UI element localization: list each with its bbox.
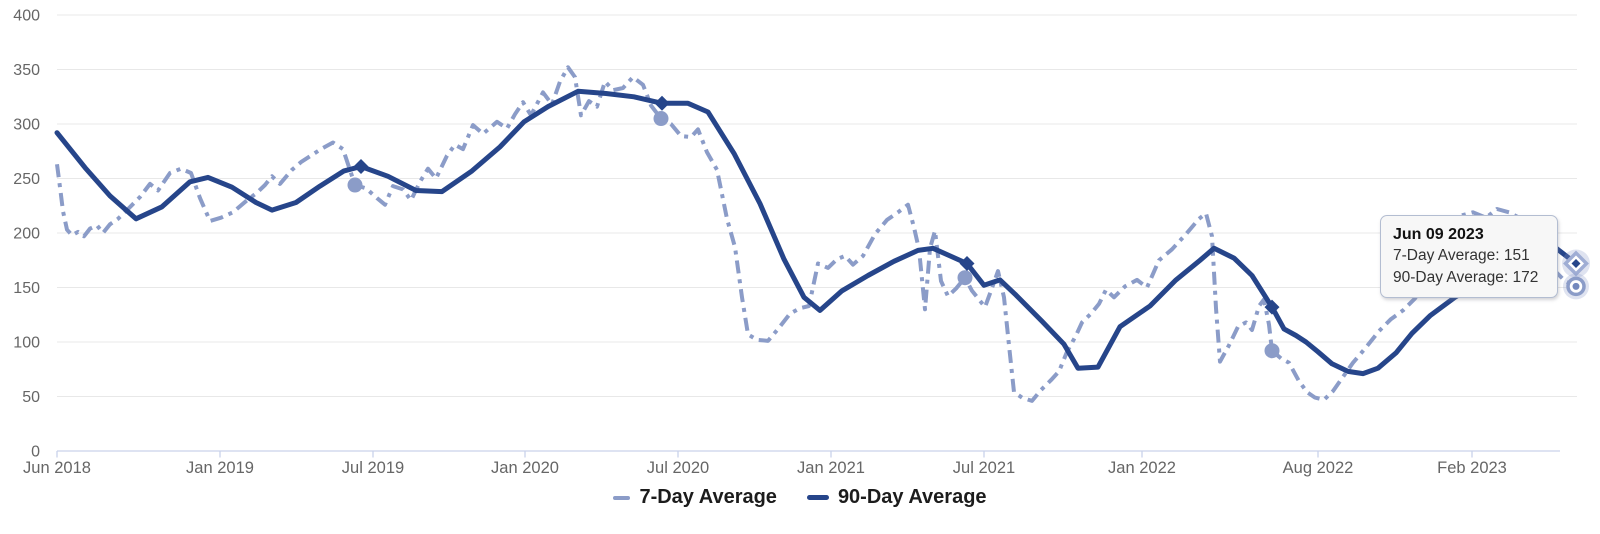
x-axis-label: Jan 2019 <box>186 459 254 477</box>
end-marker-diamond-core <box>1571 259 1581 269</box>
year-marker-diamond[interactable] <box>959 256 975 272</box>
year-marker-circle[interactable] <box>1264 343 1280 359</box>
x-axis-label: Aug 2022 <box>1283 459 1354 477</box>
legend-label-90-day: 90-Day Average <box>837 486 987 508</box>
tooltip-7day-value: 7-Day Average: 151 <box>1393 247 1530 264</box>
legend-label-7-day: 7-Day Average <box>639 486 777 508</box>
x-axis-label: Feb 2023 <box>1437 459 1507 477</box>
7-day-line-swatch-icon <box>613 495 631 500</box>
year-marker-diamond[interactable] <box>1264 299 1280 315</box>
y-axis-label: 150 <box>13 280 40 297</box>
legend-item-7-day-average[interactable]: 7-Day Average <box>613 486 777 509</box>
legend-item-90-day-average[interactable]: 90-Day Average <box>806 486 987 509</box>
90-day-line-swatch-icon <box>806 495 829 500</box>
y-axis-label: 300 <box>13 117 40 134</box>
x-axis-label: Jan 2021 <box>797 459 865 477</box>
x-axis-label: Jul 2021 <box>953 459 1015 477</box>
y-axis-label: 350 <box>13 62 40 79</box>
year-marker-circle[interactable] <box>957 270 973 286</box>
y-axis-label: 0 <box>31 444 40 461</box>
x-axis-label: Jul 2020 <box>647 459 709 477</box>
tooltip: Jun 09 2023 7-Day Average: 151 90-Day Av… <box>1380 215 1558 298</box>
y-axis-label: 50 <box>22 389 40 406</box>
end-marker-circle-core <box>1572 282 1580 290</box>
x-axis-label: Jun 2018 <box>23 459 91 477</box>
x-axis-label: Jul 2019 <box>342 459 404 477</box>
series-7-day-line[interactable] <box>55 65 1577 403</box>
y-axis-label: 100 <box>13 335 40 352</box>
series-90-day-line[interactable] <box>54 88 1579 377</box>
x-axis-label: Jan 2020 <box>491 459 559 477</box>
tooltip-date: Jun 09 2023 <box>1393 226 1484 243</box>
year-marker-diamond[interactable] <box>353 159 369 175</box>
year-marker-circle[interactable] <box>347 177 363 193</box>
year-marker-diamond[interactable] <box>654 95 670 111</box>
y-axis-label: 250 <box>13 171 40 188</box>
legend: 7-Day Average 90-Day Average <box>0 486 1600 509</box>
y-axis-label: 200 <box>13 226 40 243</box>
tooltip-90day-value: 90-Day Average: 172 <box>1393 268 1539 286</box>
year-marker-circle[interactable] <box>653 111 669 127</box>
y-axis-label: 400 <box>13 8 40 25</box>
x-axis-label: Jan 2022 <box>1108 459 1176 477</box>
